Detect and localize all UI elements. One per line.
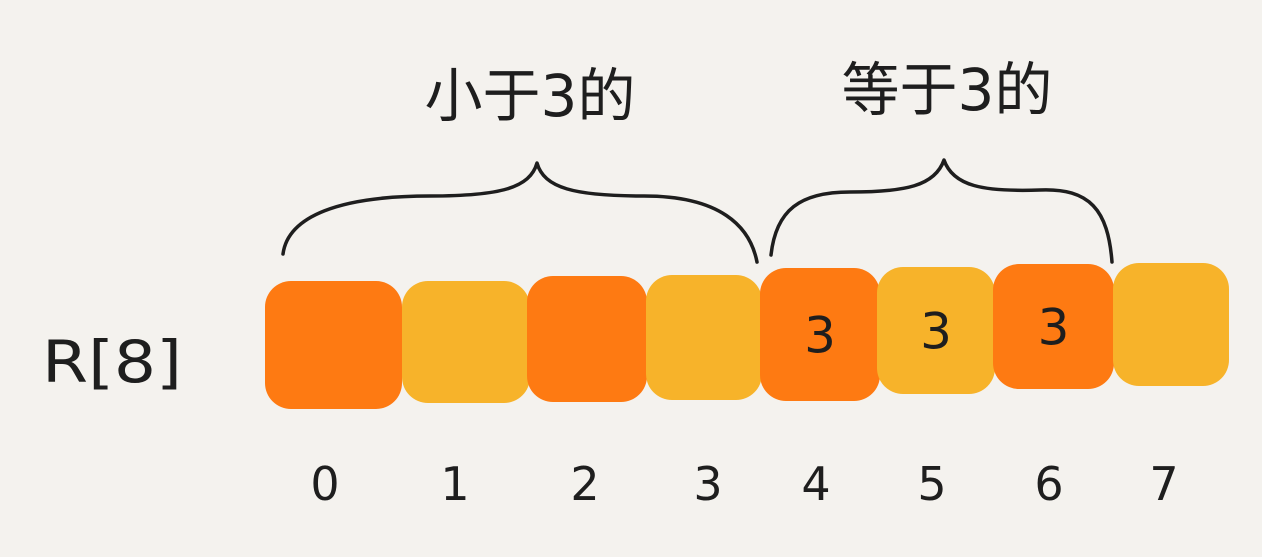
array-cell-0 [265,281,402,409]
array-cell-7 [1113,263,1229,386]
array-cell-6 [993,264,1114,389]
cell-value-5: 3 [920,303,952,361]
cell-value-6: 3 [1038,299,1070,357]
cell-value-4: 3 [804,307,836,365]
array-cell-1 [402,281,530,403]
group-label-equal: 等于3的 [842,56,1053,124]
index-label-5: 5 [917,457,946,511]
array-cell-3 [646,275,762,400]
group-label-less-than: 小于3的 [425,62,636,130]
array-label: R[8] [42,328,182,396]
index-label-4: 4 [801,457,830,511]
brace-equal [769,158,1114,264]
index-label-2: 2 [570,457,599,511]
array-cell-4 [760,268,880,401]
brace-less-than [281,161,759,264]
index-label-0: 0 [310,457,339,511]
index-labels: 0 1 2 3 4 5 6 7 [310,457,1178,511]
index-label-7: 7 [1149,457,1178,511]
index-label-1: 1 [440,457,469,511]
array-cell-5 [877,267,995,394]
index-label-3: 3 [693,457,722,511]
array-cell-2 [527,276,647,402]
array-cells: 3 3 3 [265,263,1229,409]
index-label-6: 6 [1034,457,1063,511]
